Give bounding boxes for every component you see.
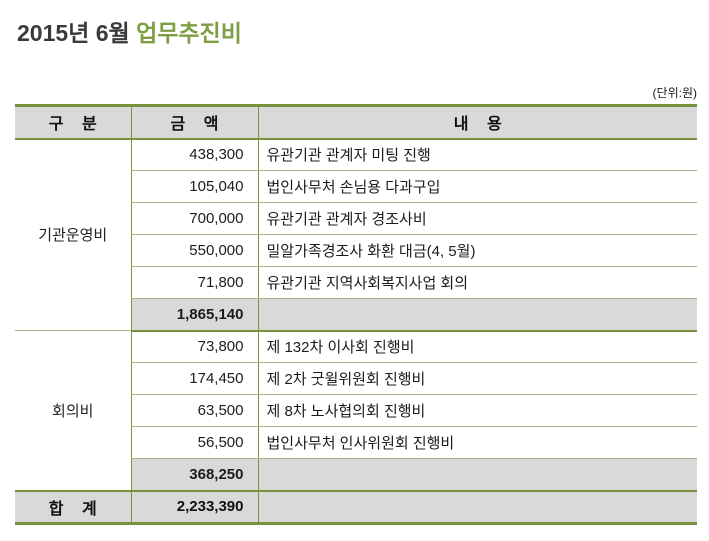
table-row: 174,450 제 2차 굿윌위원회 진행비 (15, 362, 697, 395)
content-cell: 제 2차 굿윌위원회 진행비 (257, 362, 697, 395)
content-cell: 법인사무처 인사위원회 진행비 (257, 426, 697, 459)
total-label-cell: 합 계 (15, 489, 131, 525)
content-cell: 제 8차 노사협의회 진행비 (257, 394, 697, 427)
table-row: 회의비 73,800 제 132차 이사회 진행비 (15, 330, 697, 491)
subtotal-row-operating: 1,865,140 (15, 298, 697, 332)
content-cell: 유관기관 지역사회복지사업 회의 (257, 266, 697, 299)
total-content-cell (257, 489, 697, 525)
subtotal-row-meeting: 368,250 (15, 458, 697, 492)
table-row: 71,800 유관기관 지역사회복지사업 회의 (15, 266, 697, 299)
table-row: 기관운영비 438,300 유관기관 관계자 미팅 진행 (15, 138, 697, 331)
subtotal-amount-cell: 1,865,140 (130, 298, 258, 332)
amount-cell: 550,000 (130, 234, 258, 267)
amount-cell: 438,300 (130, 138, 258, 171)
unit-label: (단위:원) (652, 86, 697, 100)
table-row: 63,500 제 8차 노사협의회 진행비 (15, 394, 697, 427)
amount-cell: 105,040 (130, 170, 258, 203)
amount-cell: 73,800 (130, 330, 258, 363)
category-cell-meeting: 회의비 (15, 330, 131, 491)
content-cell: 밀알가족경조사 화환 대금(4, 5월) (257, 234, 697, 267)
amount-cell: 71,800 (130, 266, 258, 299)
subtotal-amount-cell: 368,250 (130, 458, 258, 492)
subtotal-content-cell (257, 298, 697, 332)
section-meeting: 회의비 73,800 제 132차 이사회 진행비 174,450 제 2차 굿… (15, 330, 697, 492)
page-title-highlight: 업무추진비 (136, 20, 242, 46)
section-operating: 기관운영비 438,300 유관기관 관계자 미팅 진행 105,040 법인사… (15, 138, 697, 332)
page-title-date: 2015년 6월 (17, 20, 137, 46)
table-row: 550,000 밀알가족경조사 화환 대금(4, 5월) (15, 234, 697, 267)
header-content: 내 용 (257, 104, 697, 140)
expense-table: 구 분 금 액 내 용 기관운영비 438,300 유관기관 관계자 미팅 진행… (15, 104, 697, 525)
content-cell: 유관기관 관계자 경조사비 (257, 202, 697, 235)
total-row: 합 계 2,233,390 (15, 489, 697, 525)
amount-cell: 174,450 (130, 362, 258, 395)
category-cell-operating: 기관운영비 (15, 138, 131, 331)
header-category: 구 분 (15, 104, 131, 140)
table-row: 56,500 법인사무처 인사위원회 진행비 (15, 426, 697, 459)
amount-cell: 700,000 (130, 202, 258, 235)
page-title: 2015년 6월 업무추진비 (17, 14, 697, 48)
subtotal-content-cell (257, 458, 697, 492)
table-row: 105,040 법인사무처 손님용 다과구입 (15, 170, 697, 203)
table-header-row: 구 분 금 액 내 용 (15, 104, 697, 140)
content-cell: 법인사무처 손님용 다과구입 (257, 170, 697, 203)
content-cell: 제 132차 이사회 진행비 (257, 330, 697, 363)
amount-cell: 56,500 (130, 426, 258, 459)
table-row: 700,000 유관기관 관계자 경조사비 (15, 202, 697, 235)
amount-cell: 63,500 (130, 394, 258, 427)
document-page: 2015년 6월 업무추진비 (단위:원) 구 분 금 액 내 용 기관운영비 … (15, 14, 697, 525)
header-amount: 금 액 (130, 104, 258, 140)
total-amount-cell: 2,233,390 (130, 489, 258, 525)
content-cell: 유관기관 관계자 미팅 진행 (257, 138, 697, 171)
